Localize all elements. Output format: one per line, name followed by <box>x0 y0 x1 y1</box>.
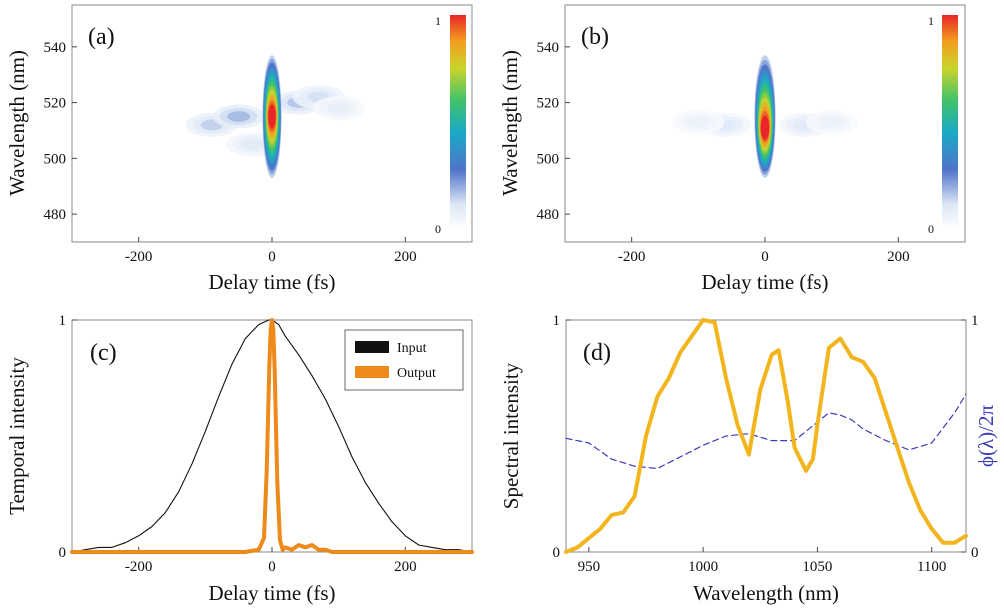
panel-a-axes: -200 0 200 480 500 520 540 <box>44 40 417 265</box>
legend-label-output: Output <box>397 366 436 381</box>
panel-a-heatmap <box>186 55 365 178</box>
panel-b-side-lobe <box>687 116 710 128</box>
panel-a-colorbar <box>450 15 466 230</box>
panel-a-label: (a) <box>88 24 115 50</box>
panel-d-xtick-label: 1050 <box>802 559 832 575</box>
panel-b-main-lobe <box>760 115 770 140</box>
panel-a-ytick-label: 540 <box>44 40 67 56</box>
panel-a-main-lobe <box>268 104 276 129</box>
panel-b-ytick-label: 500 <box>537 151 560 167</box>
panel-c-ytick-label: 1 <box>59 313 67 329</box>
panel-c-ytick-label: 0 <box>59 545 67 561</box>
panel-d-label: (d) <box>583 340 611 366</box>
legend-label-input: Input <box>397 341 427 356</box>
panel-c-lines <box>70 318 474 554</box>
panel-d-xtick-label: 950 <box>578 559 601 575</box>
panel-d-axes: 950 1000 1050 1100 0 1 0 1 <box>553 313 979 575</box>
panel-a-xlabel: Delay time (fs) <box>208 270 335 294</box>
legend-swatch-input <box>355 341 389 353</box>
panel-b-side-lobe <box>820 116 844 128</box>
panel-a: 1 0 (a) -200 0 200 480 500 520 540 Delay time … <box>5 4 473 294</box>
panel-c-xtick-label: 200 <box>394 559 417 575</box>
panel-a-xtick-label: -200 <box>125 249 153 265</box>
panel-b-xlabel: Delay time (fs) <box>701 270 828 294</box>
panel-b-ytick-label: 520 <box>537 96 560 112</box>
panel-a-xtick-label: 0 <box>268 249 276 265</box>
panel-a-ytick-label: 500 <box>44 151 67 167</box>
series-spectral-line <box>564 318 968 554</box>
panel-d-xlabel: Wavelength (nm) <box>693 581 839 605</box>
legend-swatch-output <box>355 366 389 378</box>
panel-b-xtick-label: 0 <box>761 249 769 265</box>
panel-b-colorbar-min: 0 <box>928 222 934 236</box>
panel-c: -200 0 200 0 1 (c) Input Output Delay time (… <box>5 313 474 605</box>
panel-a-side-lobe <box>240 139 264 150</box>
panel-a-colorbar-min: 0 <box>435 222 441 236</box>
panel-d-ytick-label: 0 <box>553 545 561 561</box>
panel-b-heatmap <box>672 55 858 178</box>
panel-c-label: (c) <box>90 340 117 366</box>
panel-b-ytick-label: 480 <box>537 207 560 223</box>
panel-a-side-lobe <box>227 111 251 122</box>
panel-a-ytick-label: 520 <box>44 96 67 112</box>
panel-b-xtick-label: -200 <box>618 249 646 265</box>
legend-box <box>344 329 464 391</box>
panel-d-ylabel-right: ϕ(λ)/2π <box>974 405 998 468</box>
panel-c-xtick-label: 0 <box>268 559 276 575</box>
panel-b-label: (b) <box>581 24 609 50</box>
panel-d-xtick-label: 1000 <box>688 559 718 575</box>
panel-b-axes: -200 0 200 480 500 520 540 <box>537 40 910 265</box>
panel-b-xtick-label: 200 <box>887 249 910 265</box>
panel-b: 1 0 (b) -200 0 200 480 500 520 540 Delay time … <box>498 4 966 294</box>
panel-a-ytick-label: 480 <box>44 207 67 223</box>
panel-a-colorbar-max: 1 <box>435 14 441 28</box>
panel-c-legend: Input Output <box>344 329 464 391</box>
panel-d-lines <box>564 318 968 554</box>
panel-a-side-lobe <box>327 102 350 114</box>
panel-c-xtick-label: -200 <box>125 559 153 575</box>
panel-d-xtick-label: 1100 <box>917 559 946 575</box>
panel-d-frame <box>565 319 967 553</box>
panel-c-xlabel: Delay time (fs) <box>208 581 335 605</box>
panel-d-ytick-right-label: 1 <box>971 313 979 329</box>
panel-a-ylabel: Wavelength (nm) <box>5 50 29 196</box>
panel-d-ytick-right-label: 0 <box>971 545 979 561</box>
panel-c-ylabel: Temporal intensity <box>5 357 29 515</box>
panel-b-colorbar-max: 1 <box>928 14 934 28</box>
panel-d-ylabel: Spectral intensity <box>499 362 523 509</box>
panel-d-ytick-label: 1 <box>553 313 561 329</box>
panel-a-xtick-label: 200 <box>394 249 417 265</box>
panel-b-ytick-label: 540 <box>537 40 560 56</box>
panel-b-colorbar <box>942 15 958 230</box>
series-output-line <box>70 318 474 554</box>
panel-b-ylabel: Wavelength (nm) <box>498 50 522 196</box>
